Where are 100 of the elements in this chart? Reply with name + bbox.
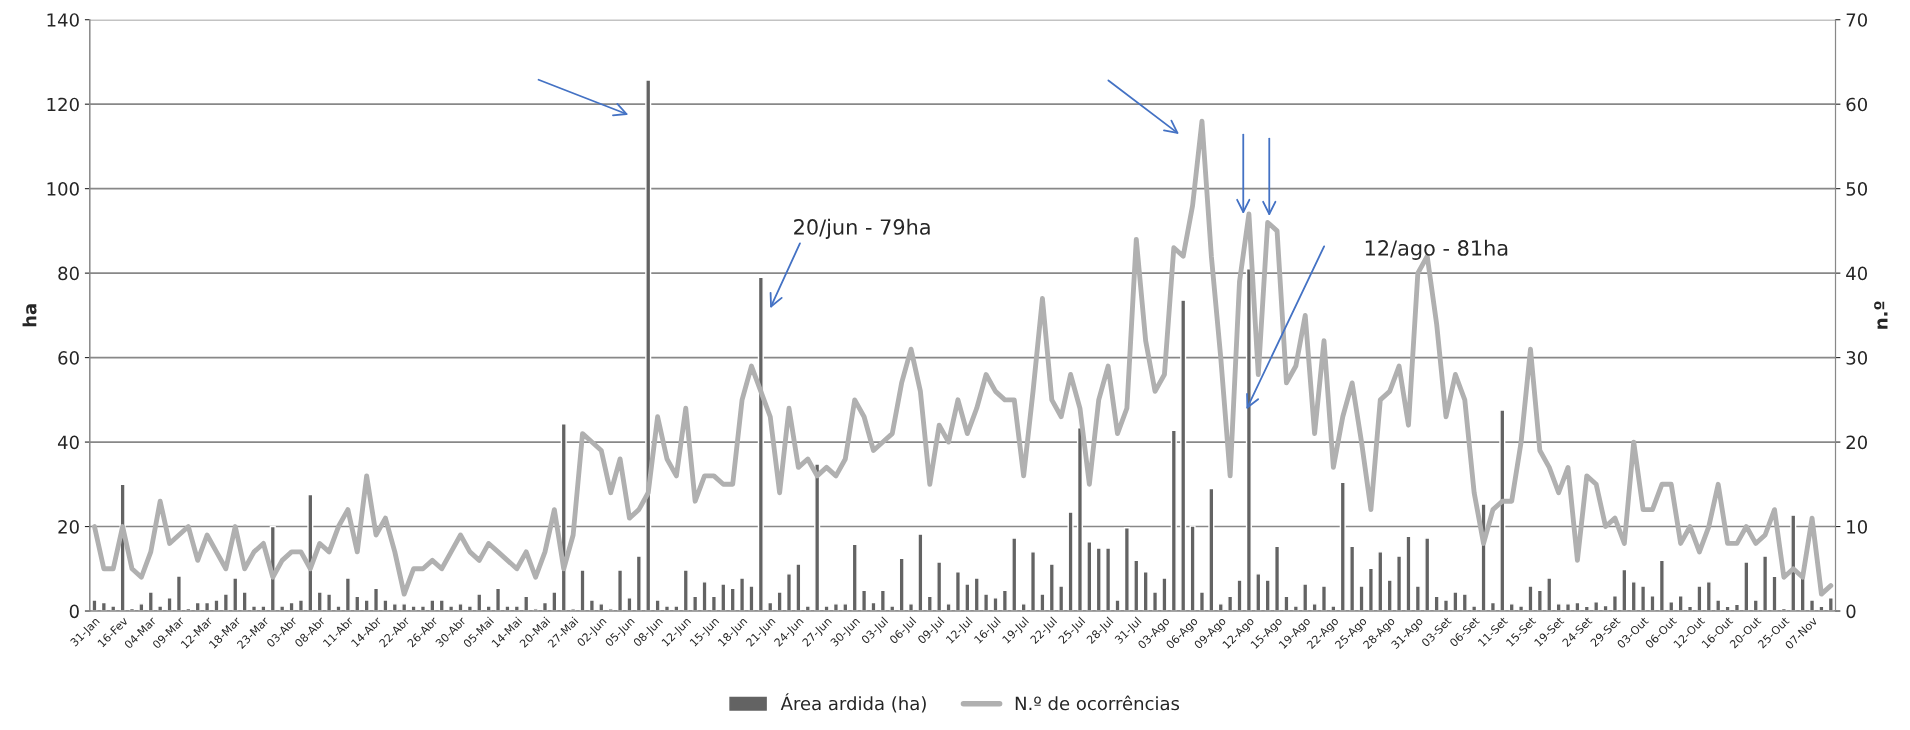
bar [870,601,877,612]
annotation: 12/ago - 81ha [1365,239,1508,260]
bar [1058,585,1065,612]
bar [964,583,971,612]
bar [391,603,398,612]
bar [241,591,248,612]
bar [429,599,436,612]
bar [635,555,642,612]
bar [1452,591,1459,612]
annotation: 20/jun - 79ha [794,218,930,239]
y2-tick-label: 70 [1846,13,1868,27]
bar [682,569,689,612]
bar [91,599,98,612]
bar [1668,601,1675,612]
bar [1311,603,1318,612]
bar [410,605,417,612]
bar [1414,585,1421,612]
bar [1161,577,1168,612]
y-tick-label: 120 [47,97,79,112]
bar [1170,429,1177,612]
bar [344,577,351,612]
bar [1555,603,1562,612]
bar [1715,599,1722,612]
bar [1255,573,1262,612]
bar [213,599,220,612]
y2-tick-label: 40 [1846,266,1868,281]
bar [1095,547,1102,612]
bar [776,591,783,612]
bar [1029,551,1037,612]
bar [1762,555,1769,612]
bar [992,597,999,612]
bar [739,577,746,612]
bar [138,603,145,612]
bar [889,605,896,612]
bar [326,593,333,612]
y2-tick-label: 0 [1846,604,1856,619]
legend-label: N.º de ocorrências [1015,695,1180,711]
bar [1471,605,1478,612]
bar [1198,591,1206,612]
bar [879,589,886,612]
bar [438,599,445,612]
bar [222,593,229,612]
bar [1133,559,1140,612]
bar [1302,583,1309,612]
bar [1320,585,1328,612]
bar [1677,595,1684,612]
bar [907,603,915,612]
bar [1236,579,1243,612]
bar [1292,605,1299,612]
bar [1020,603,1027,612]
bar [457,603,464,612]
y-tick-label: 0 [69,604,79,619]
bar [1630,581,1637,612]
bar [973,577,980,612]
line-series [92,118,1834,597]
bar [804,605,811,612]
bar [851,543,858,612]
bar [936,561,943,612]
y-tick-label: 100 [47,182,79,196]
bar [1039,593,1046,612]
bar [654,599,661,612]
bar [1396,555,1403,612]
bar [823,605,830,612]
bar [157,605,164,612]
y2-tick-label: 10 [1847,520,1868,534]
bar [504,605,511,612]
bar [372,587,380,612]
bar [898,557,905,612]
bar [1743,561,1750,612]
bar [1114,599,1121,612]
bar [588,599,595,612]
bar [1358,585,1365,612]
y-axis-title: ha [22,304,37,327]
bar [1330,605,1337,612]
bar [382,599,389,612]
bar [1771,575,1778,612]
bar [448,605,455,612]
bar [1339,481,1346,612]
y2-axis-title: n.º [1874,301,1888,329]
bar [645,79,652,612]
bar [692,595,699,612]
y-tick-label: 20 [58,520,79,534]
bar [626,597,633,612]
bar [1208,487,1215,612]
bar [710,595,717,612]
bar [842,603,849,612]
bar [1367,567,1374,612]
bar [1274,545,1281,612]
bar [814,463,821,612]
bar [785,573,793,612]
bar [1461,593,1468,612]
bar [1621,568,1628,612]
bar [701,581,708,612]
y2-tick-label: 60 [1846,97,1868,112]
bar [1442,599,1450,612]
legend-label: Área ardida (ha) [780,693,926,713]
bar [617,569,624,612]
bar [1011,537,1018,612]
bar [1611,595,1618,612]
bar [279,605,286,612]
